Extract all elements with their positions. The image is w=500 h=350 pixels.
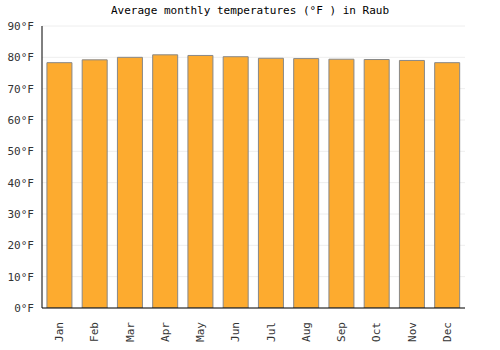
- svg-text:50°F: 50°F: [8, 145, 34, 158]
- svg-text:Dec: Dec: [441, 322, 454, 342]
- svg-text:Sep: Sep: [335, 322, 348, 342]
- svg-text:Jul: Jul: [265, 322, 278, 342]
- svg-text:Aug: Aug: [300, 322, 313, 342]
- svg-text:Apr: Apr: [159, 322, 172, 342]
- svg-text:20°F: 20°F: [8, 239, 34, 252]
- svg-text:0°F: 0°F: [14, 302, 34, 315]
- svg-text:40°F: 40°F: [8, 177, 34, 190]
- svg-text:May: May: [194, 322, 207, 342]
- svg-text:30°F: 30°F: [8, 208, 34, 221]
- svg-text:Jan: Jan: [53, 322, 66, 342]
- svg-text:Nov: Nov: [406, 322, 419, 342]
- svg-text:80°F: 80°F: [8, 51, 34, 64]
- svg-text:60°F: 60°F: [8, 114, 34, 127]
- svg-text:90°F: 90°F: [8, 20, 34, 33]
- html-text:Average monthly temperatures (: Average monthly temperatures (°F ) in Ra…: [110, 4, 390, 17]
- svg-text:70°F: 70°F: [8, 83, 34, 96]
- svg-text:10°F: 10°F: [8, 271, 34, 284]
- svg-text:Feb: Feb: [88, 322, 101, 342]
- svg-text:Mar: Mar: [124, 322, 137, 342]
- svg-text:Jun: Jun: [229, 322, 242, 342]
- svg-text:Oct: Oct: [370, 322, 383, 342]
